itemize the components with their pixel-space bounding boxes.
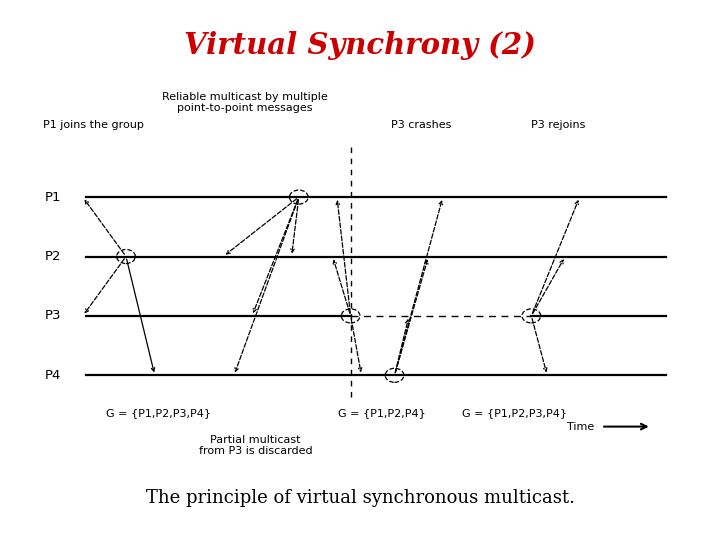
Text: P4: P4: [45, 369, 61, 382]
Text: Reliable multicast by multiple
point-to-point messages: Reliable multicast by multiple point-to-…: [162, 92, 328, 113]
Text: The principle of virtual synchronous multicast.: The principle of virtual synchronous mul…: [145, 489, 575, 507]
Text: G = {P1,P2,P4}: G = {P1,P2,P4}: [338, 408, 426, 418]
Text: P3 crashes: P3 crashes: [391, 119, 451, 130]
Text: G = {P1,P2,P3,P4}: G = {P1,P2,P3,P4}: [106, 408, 211, 418]
Text: Partial multicast
from P3 is discarded: Partial multicast from P3 is discarded: [199, 435, 312, 456]
Text: P3 rejoins: P3 rejoins: [531, 119, 585, 130]
Text: P1: P1: [45, 191, 61, 204]
Text: Time: Time: [567, 422, 594, 431]
Text: P2: P2: [45, 250, 61, 263]
Text: P1 joins the group: P1 joins the group: [43, 119, 144, 130]
Text: Virtual Synchrony (2): Virtual Synchrony (2): [184, 31, 536, 60]
Text: P3: P3: [45, 309, 61, 322]
Text: G = {P1,P2,P3,P4}: G = {P1,P2,P3,P4}: [462, 408, 567, 418]
